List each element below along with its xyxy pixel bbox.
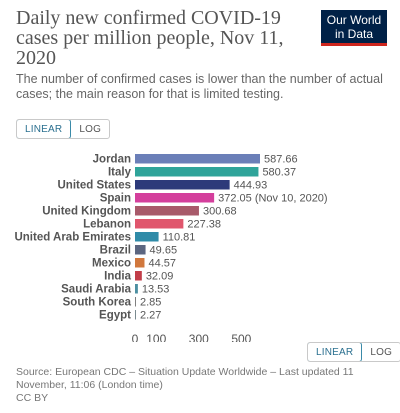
x-tick-label: 500: [231, 332, 251, 342]
log-scale-button-bottom[interactable]: LOG: [370, 346, 393, 358]
x-tick-label: 0: [132, 332, 139, 342]
bar: [135, 245, 146, 255]
category-label: Egypt: [99, 309, 131, 321]
value-label: 300.68: [203, 205, 237, 217]
bar: [135, 219, 184, 229]
bar: [135, 258, 145, 268]
value-label: 587.66: [264, 153, 298, 165]
category-label: Mexico: [92, 257, 131, 269]
bar-chart: Jordan 587.66 Italy 580.37 United States 444.…: [14, 153, 327, 342]
linear-scale-button[interactable]: LINEAR: [17, 120, 72, 138]
category-label: Spain: [100, 192, 131, 204]
category-label: India: [104, 270, 131, 282]
bar: [135, 310, 136, 320]
chart-subtitle: The number of confirmed cases is lower t…: [16, 72, 383, 101]
bar: [135, 167, 259, 177]
bar: [135, 284, 138, 294]
category-label: United Kingdom: [42, 205, 131, 217]
chart-title: Daily new confirmed COVID-19 cases per m…: [16, 7, 284, 69]
logo-line-2: in Data: [334, 26, 374, 41]
bar: [135, 297, 136, 307]
x-tick-label: 300: [189, 332, 209, 342]
category-label: United Arab Emirates: [14, 231, 131, 243]
value-label: 44.57: [148, 257, 176, 269]
value-label: 444.93: [234, 179, 268, 191]
x-tick-label: 100: [146, 332, 166, 342]
scale-toggle-bottom: LINEAR LOG: [307, 342, 400, 362]
source-note: Source: European CDC – Situation Update …: [16, 366, 386, 405]
category-label: Brazil: [100, 244, 131, 256]
bar: [135, 271, 142, 281]
category-label: Saudi Arabia: [61, 283, 131, 295]
owid-logo[interactable]: Our World in Data: [321, 10, 387, 46]
bar: [135, 193, 215, 203]
value-label: 110.81: [163, 231, 196, 243]
bar: [135, 180, 230, 190]
value-label: 32.09: [146, 270, 174, 282]
value-label: 13.53: [142, 283, 170, 295]
category-label: Italy: [108, 166, 132, 178]
category-label: United States: [58, 179, 132, 191]
value-label: 2.27: [140, 309, 161, 321]
scale-toggle-top: LINEAR LOG: [16, 119, 111, 139]
category-label: Lebanon: [83, 218, 131, 230]
log-scale-button[interactable]: LOG: [79, 123, 102, 135]
logo-line-1: Our World: [326, 12, 382, 27]
license-text: CC BY: [16, 392, 49, 404]
bar: [135, 206, 199, 216]
bar: [135, 154, 260, 164]
value-label: 49.65: [150, 244, 178, 256]
category-label: South Korea: [63, 296, 132, 308]
value-label: 2.85: [140, 296, 161, 308]
value-label: 372.05 (Nov 10, 2020): [218, 192, 327, 204]
source-text: Source: European CDC – Situation Update …: [16, 366, 354, 391]
value-label: 227.38: [187, 218, 221, 230]
category-label: Jordan: [93, 153, 131, 165]
linear-scale-button-bottom[interactable]: LINEAR: [308, 343, 363, 361]
bar: [135, 232, 159, 242]
value-label: 580.37: [262, 166, 296, 178]
